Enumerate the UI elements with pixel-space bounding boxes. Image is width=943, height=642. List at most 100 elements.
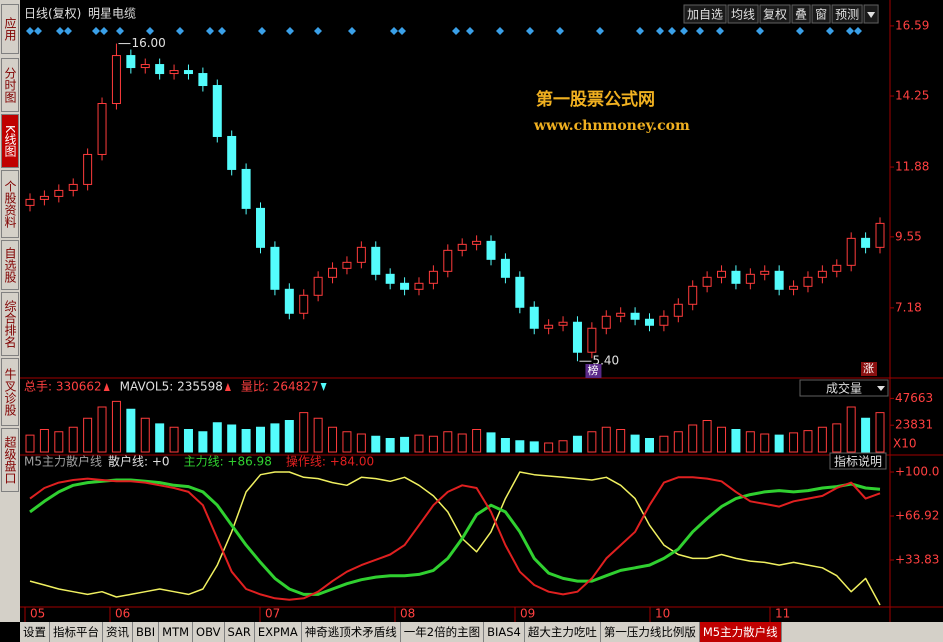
volume-bar xyxy=(256,426,266,453)
volume-bar xyxy=(861,417,871,453)
bottom-tab[interactable]: 超大主力吃吐 xyxy=(525,622,601,642)
volume-bar xyxy=(688,424,698,453)
y-tick-label: 14.25 xyxy=(895,89,929,103)
volume-bar xyxy=(789,432,799,453)
bottom-tab[interactable]: 一年2倍的主图 xyxy=(401,622,485,642)
header-button[interactable]: 预测 xyxy=(831,4,863,24)
signal-diamond xyxy=(56,27,64,35)
sidebar-tab[interactable]: 综合排名 xyxy=(1,292,19,356)
volume-bar xyxy=(515,440,525,453)
indicator-legend: 散户线: +0 xyxy=(108,454,170,469)
candle-body xyxy=(270,246,280,290)
volume-bar xyxy=(472,429,482,453)
indicator-title: M5主力散户线 xyxy=(24,454,102,469)
selector-arrow xyxy=(877,386,885,391)
header-button[interactable]: 叠 xyxy=(791,4,811,24)
volume-bar xyxy=(313,417,323,453)
volume-bar xyxy=(616,429,626,453)
candle-body xyxy=(256,207,266,248)
bottom-tab[interactable]: 指标平台 xyxy=(50,622,103,642)
header-button[interactable]: 均线 xyxy=(727,4,759,24)
header-button[interactable]: 窗 xyxy=(811,4,831,24)
signal-diamond xyxy=(206,27,214,35)
header-button[interactable]: 加自选 xyxy=(683,4,727,24)
candle-body xyxy=(745,273,755,284)
sidebar-tab[interactable]: 分时图 xyxy=(1,58,19,112)
rise-badge: 涨 xyxy=(863,362,874,375)
sidebar: 应用分时图 K线图个股资料自选股综合排名牛叉诊股超级盘口 xyxy=(0,0,20,622)
signal-diamond xyxy=(526,27,534,35)
sidebar-tab[interactable]: 超级盘口 xyxy=(1,428,19,492)
signal-diamond xyxy=(556,27,564,35)
bottom-tab[interactable]: MTM xyxy=(159,622,194,642)
bottom-tab[interactable]: M5主力散户线 xyxy=(699,622,782,642)
button-bg xyxy=(811,4,831,24)
candle-body xyxy=(789,285,799,290)
bottom-tab[interactable]: 神奇逃顶术矛盾线 xyxy=(302,622,401,642)
candle-body xyxy=(68,183,78,191)
bottom-tab[interactable]: 资讯 xyxy=(103,622,133,642)
candle-body xyxy=(803,276,813,287)
volume-bar xyxy=(529,441,539,453)
volume-bar xyxy=(198,431,208,453)
y-tick-label: +33.83 xyxy=(895,553,939,567)
rank-badge: 榜 xyxy=(587,363,598,377)
unit-label: X10 xyxy=(893,437,917,451)
button-label: 加自选 xyxy=(687,8,723,22)
signal-diamond xyxy=(826,27,834,35)
volume-bar xyxy=(572,435,582,453)
signal-diamond xyxy=(854,27,862,35)
volume-legend: MAVOL5: 235598 xyxy=(120,380,223,394)
volume-bar xyxy=(443,431,453,453)
volume-bar xyxy=(644,438,654,453)
sidebar-tab[interactable]: 应用 xyxy=(1,4,19,54)
trend-arrow xyxy=(320,383,327,391)
volume-bar xyxy=(39,429,49,453)
button-label: 均线 xyxy=(731,8,755,22)
bottom-tab[interactable]: OBV xyxy=(193,622,225,642)
candle-body xyxy=(630,312,640,320)
sidebar-tab[interactable]: 牛叉诊股 xyxy=(1,358,19,426)
rank-badge-bg xyxy=(585,364,602,378)
bottom-tab[interactable]: SAR xyxy=(225,622,255,642)
volume-bar xyxy=(659,435,669,453)
bottom-tab[interactable]: 第一压力线比例版 xyxy=(601,622,700,642)
stock-name: 明星电缆 xyxy=(88,7,136,21)
help-button-bg[interactable] xyxy=(829,452,887,470)
bottom-tab[interactable]: BBI xyxy=(133,622,160,642)
y-tick-label: 23831 xyxy=(895,418,933,432)
candle-body xyxy=(515,276,525,308)
volume-bar xyxy=(241,429,251,453)
candle-body xyxy=(212,85,222,137)
high-label: 16.00 xyxy=(131,36,165,50)
indicator-line xyxy=(29,478,881,596)
volume-bar xyxy=(702,420,712,453)
candle-body xyxy=(529,306,539,329)
sidebar-tab[interactable]: 个股资料 xyxy=(1,170,19,238)
sidebar-tab[interactable]: K线图 xyxy=(1,114,19,168)
header-button[interactable]: 复权 xyxy=(759,4,791,24)
signal-diamond xyxy=(286,27,294,35)
candle-body xyxy=(371,246,381,275)
period-label: 日线(复权) xyxy=(24,7,81,21)
button-bg xyxy=(759,4,791,24)
candle-body xyxy=(400,282,410,290)
candle-body xyxy=(111,55,121,105)
signal-diamond xyxy=(846,27,854,35)
y-tick-label: 7.18 xyxy=(895,300,922,314)
volume-bar xyxy=(299,412,309,453)
signal-diamond xyxy=(716,27,724,35)
bottom-tab[interactable]: EXPMA xyxy=(255,622,302,642)
signal-diamond xyxy=(398,27,406,35)
volume-bar xyxy=(155,423,165,453)
signal-diamond xyxy=(258,27,266,35)
signal-diamond xyxy=(64,27,72,35)
bottom-tab[interactable]: BIAS4 xyxy=(484,622,525,642)
x-tick-label: 08 xyxy=(400,607,415,621)
sidebar-tab[interactable]: 自选股 xyxy=(1,240,19,290)
signal-diamond xyxy=(26,27,34,35)
bottom-tab[interactable]: 设置 xyxy=(20,622,50,642)
menu-arrow xyxy=(867,12,876,18)
signal-diamond xyxy=(656,27,664,35)
volume-bar xyxy=(400,436,410,453)
